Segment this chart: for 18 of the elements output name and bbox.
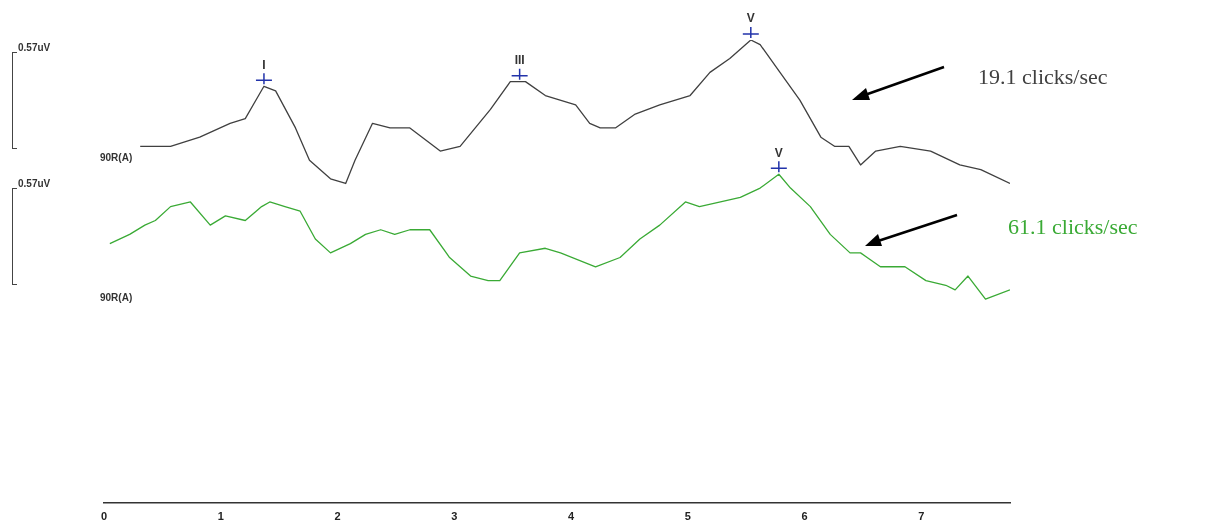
x-tick-label: 0	[100, 510, 108, 523]
x-tick-label: 1	[217, 510, 224, 523]
x-tick-label: 6	[801, 510, 808, 523]
x-tick-label: 2	[334, 510, 341, 523]
annotation: V	[774, 145, 783, 160]
x-tick-label: 7	[918, 510, 925, 523]
annotation: V	[746, 11, 755, 26]
annotation: 90R(A)	[100, 291, 133, 303]
x-tick-label: 3	[451, 510, 458, 523]
annotation: I	[262, 57, 266, 72]
text: 0.57uV	[18, 41, 51, 53]
x-tick-label: 5	[684, 510, 691, 523]
text: 0.57uV	[18, 177, 51, 189]
annotation: 90R(A)	[100, 151, 133, 163]
text: 61.1 clicks/sec	[1008, 213, 1138, 239]
x-tick-label: 4	[567, 510, 575, 523]
annotation: III	[514, 52, 525, 67]
text: 19.1 clicks/sec	[978, 63, 1108, 89]
